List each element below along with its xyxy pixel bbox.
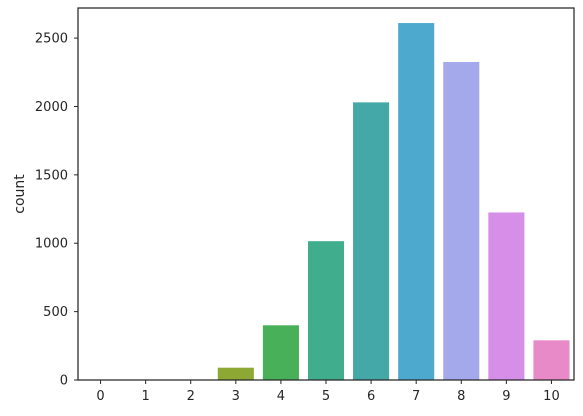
bar-3 [217,367,254,380]
bar-9 [488,212,525,380]
y-tick-label-500: 500 [43,305,68,320]
bar-6 [353,102,390,381]
bar-4 [262,325,299,380]
x-tick-label-3: 3 [232,389,240,404]
x-axis: 0 1 2 3 4 5 6 7 8 9 10 [96,380,560,404]
bar-7 [398,23,435,380]
x-tick-label-0: 0 [96,389,104,404]
bar-8 [443,62,480,381]
bars-group [82,23,570,381]
x-tick-label-8: 8 [457,389,465,404]
x-tick-label-4: 4 [277,389,285,404]
bar-10 [533,340,570,380]
y-tick-label-1000: 1000 [35,237,68,252]
y-tick-label-1500: 1500 [35,168,68,183]
x-tick-label-9: 9 [502,389,510,404]
y-tick-label-2000: 2000 [35,100,68,115]
y-axis-label: count [12,174,28,214]
x-tick-label-5: 5 [322,389,330,404]
y-tick-label-2500: 2500 [35,32,68,47]
x-tick-label-6: 6 [367,389,375,404]
y-tick-label-0: 0 [60,374,68,389]
x-tick-label-10: 10 [543,389,560,404]
x-tick-label-7: 7 [412,389,420,404]
x-tick-label-1: 1 [141,389,149,404]
x-tick-label-2: 2 [187,389,195,404]
bar-5 [307,241,345,380]
y-axis: 0 500 1000 1500 2000 2500 [35,32,78,389]
plot-frame [77,7,575,381]
